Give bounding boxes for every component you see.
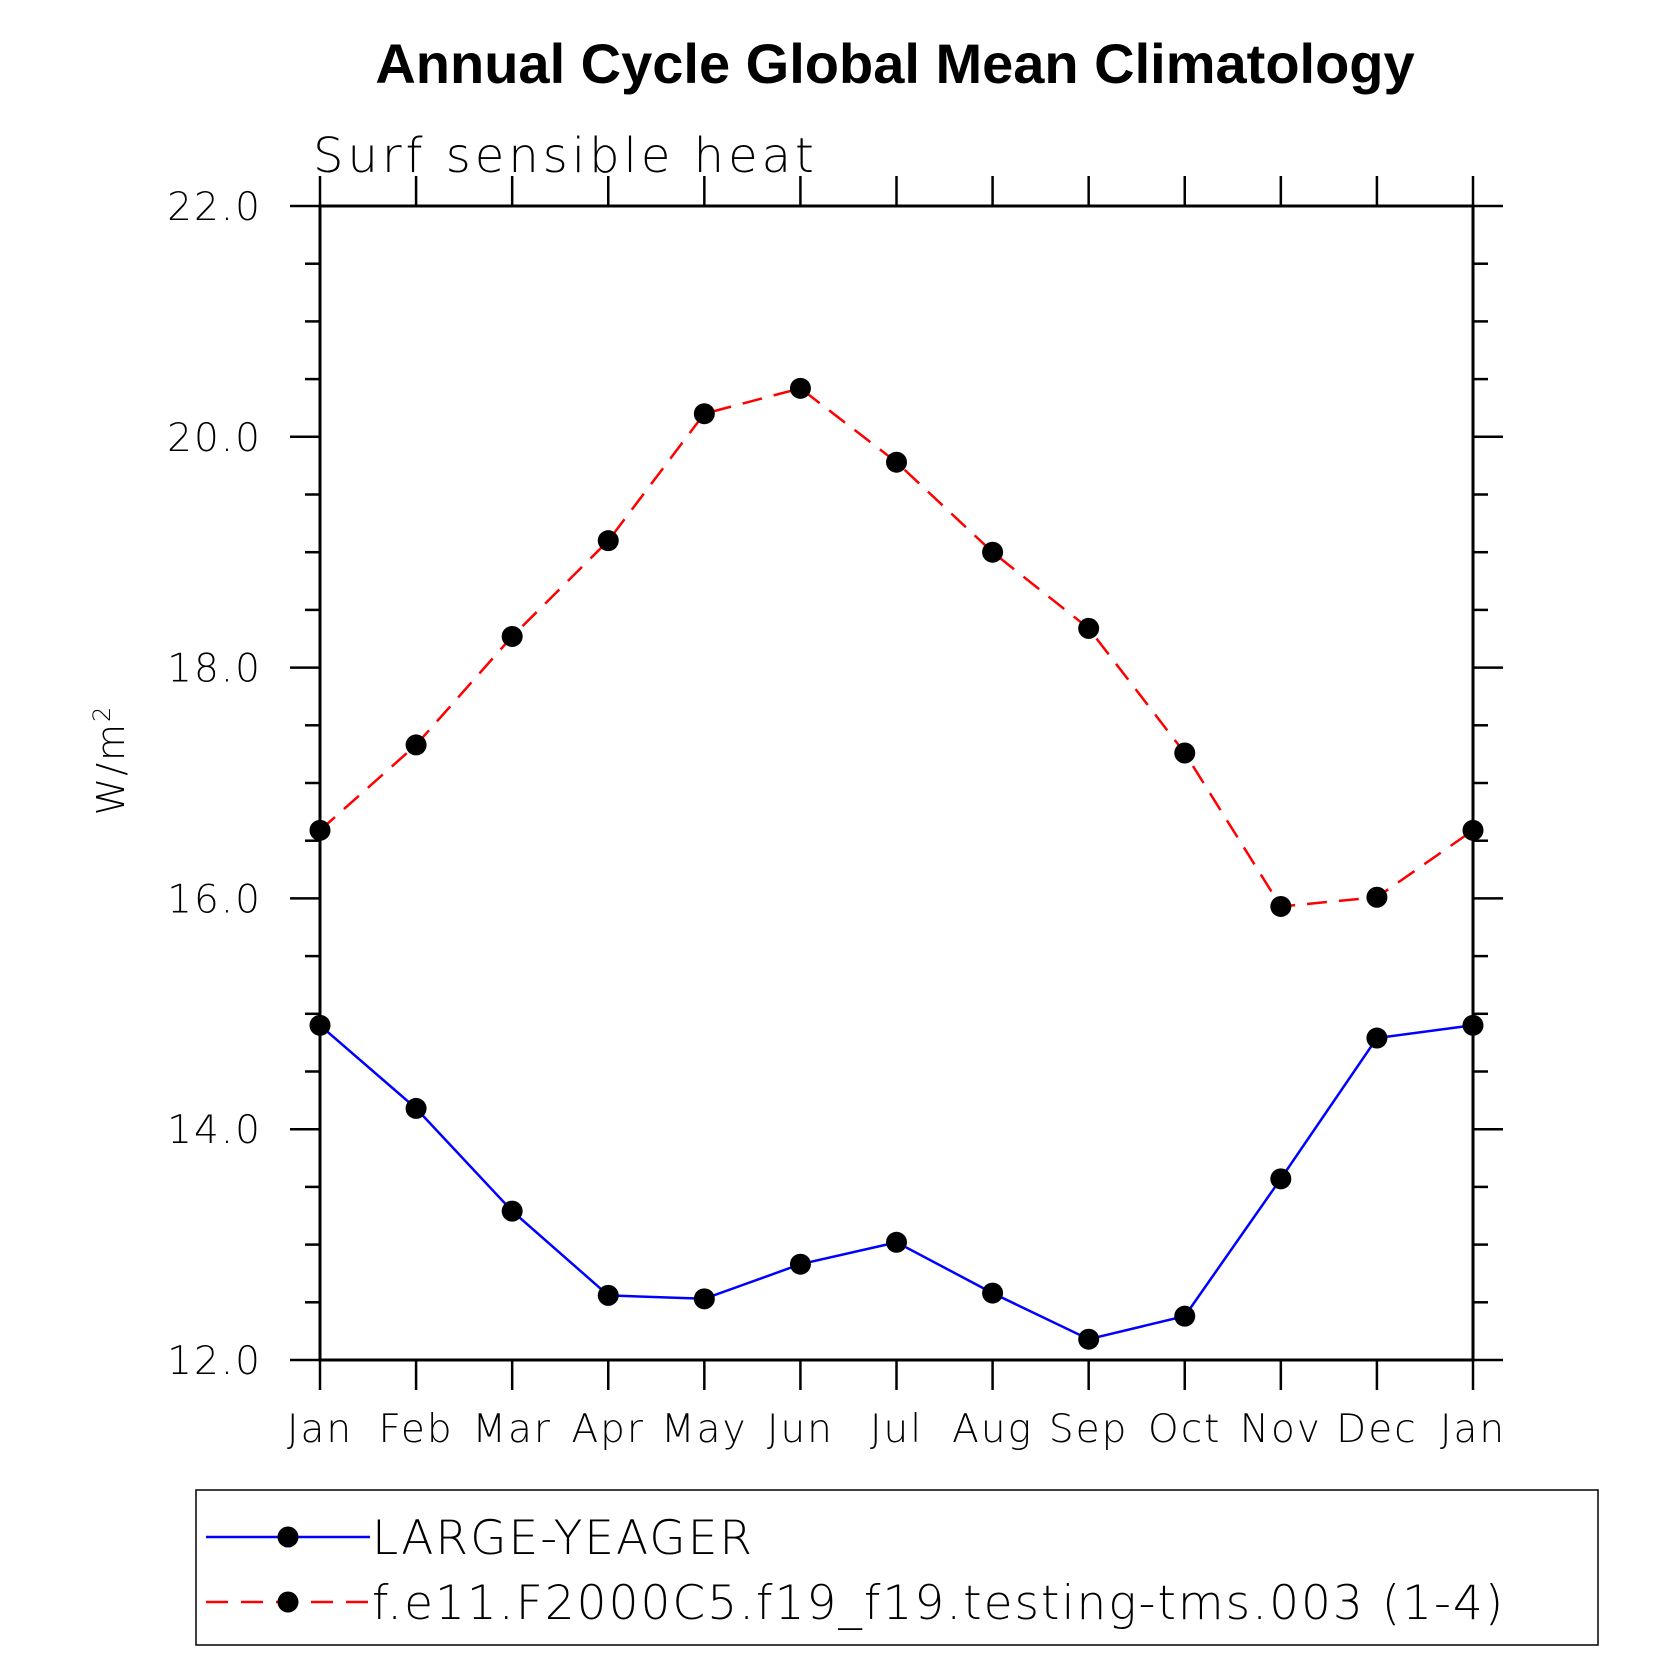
x-tick-label: Mar <box>472 1407 552 1452</box>
x-tick-label: Nov <box>1240 1407 1322 1452</box>
series-2-point <box>789 377 811 399</box>
series-1-point <box>982 1282 1004 1304</box>
y-axis-label-exponent: 2 <box>88 705 116 722</box>
series-1-point <box>693 1288 715 1310</box>
x-tick-label: Apr <box>572 1407 645 1452</box>
series-2-point <box>1270 895 1292 917</box>
series-1-point <box>501 1200 523 1222</box>
y-tick-labels: 12.0 14.0 16.0 18.0 20.0 22.0 <box>167 185 262 1384</box>
y-axis-label: W/m2 <box>88 705 133 816</box>
series-2-point <box>982 541 1004 563</box>
x-tick-label: Sep <box>1049 1407 1129 1452</box>
x-tick-label: Jul <box>870 1407 923 1452</box>
y-tick-label: 22.0 <box>167 185 262 230</box>
y-tick-label: 20.0 <box>167 416 262 461</box>
x-tick-label: Jan <box>287 1407 353 1452</box>
series-1-point <box>886 1231 907 1253</box>
x-tick-label: May <box>661 1407 748 1452</box>
y-tick-label: 18.0 <box>167 647 262 692</box>
legend-label: LARGE-YEAGER <box>372 1511 754 1566</box>
series-2-point <box>501 625 523 647</box>
legend-swatch-marker <box>277 1591 299 1613</box>
y-tick-label: 12.0 <box>167 1339 262 1384</box>
legend-box <box>195 1489 1599 1646</box>
x-tick-labels: Jan Feb Mar Apr May Jun Jul Aug Sep Oct Nov Dec Jan <box>287 1407 1506 1452</box>
series-1-point <box>405 1097 427 1119</box>
x-tick-label: Feb <box>379 1407 454 1452</box>
x-tick-label: Dec <box>1336 1407 1417 1452</box>
series-2-point <box>886 451 907 473</box>
x-tick-label: Oct <box>1148 1407 1221 1452</box>
series-1-point <box>597 1284 619 1306</box>
legend: LARGE-YEAGER f.e11.F2000C5.f19_f19.testin… <box>195 1489 1599 1646</box>
series-line-1 <box>319 1024 1474 1341</box>
series-2-point <box>1174 742 1196 764</box>
y-tick-label: 14.0 <box>167 1108 262 1153</box>
series-2-point <box>597 530 619 552</box>
x-tick-label: Jan <box>1440 1407 1506 1452</box>
series-2-point <box>405 734 427 756</box>
series-1-point <box>1174 1305 1196 1327</box>
chart-title: Annual Cycle Global Mean Climatology <box>375 32 1414 95</box>
series-1-point <box>1270 1168 1292 1190</box>
y-axis-label-unit: W/m <box>89 722 133 815</box>
plot-frame <box>318 204 1475 1362</box>
legend-label: f.e11.F2000C5.f19_f19.testing-tms.003 (1… <box>372 1576 1505 1631</box>
legend-swatch-marker <box>277 1526 299 1548</box>
axis-ticks <box>290 176 1503 1390</box>
x-tick-label: Aug <box>952 1407 1033 1452</box>
series-1-point <box>1078 1328 1100 1350</box>
legend-items: LARGE-YEAGER f.e11.F2000C5.f19_f19.testin… <box>206 1511 1505 1631</box>
y-tick-label: 16.0 <box>167 877 262 922</box>
series-2-point <box>1366 886 1388 908</box>
series-1-point <box>789 1253 811 1275</box>
series-2-point <box>1078 617 1100 639</box>
series-2-point <box>693 403 715 425</box>
plot-series <box>309 377 1484 1350</box>
series-1-point <box>1366 1027 1388 1049</box>
chart-subtitle: Surf sensible heat <box>313 128 818 184</box>
x-tick-label: Jun <box>767 1407 834 1452</box>
